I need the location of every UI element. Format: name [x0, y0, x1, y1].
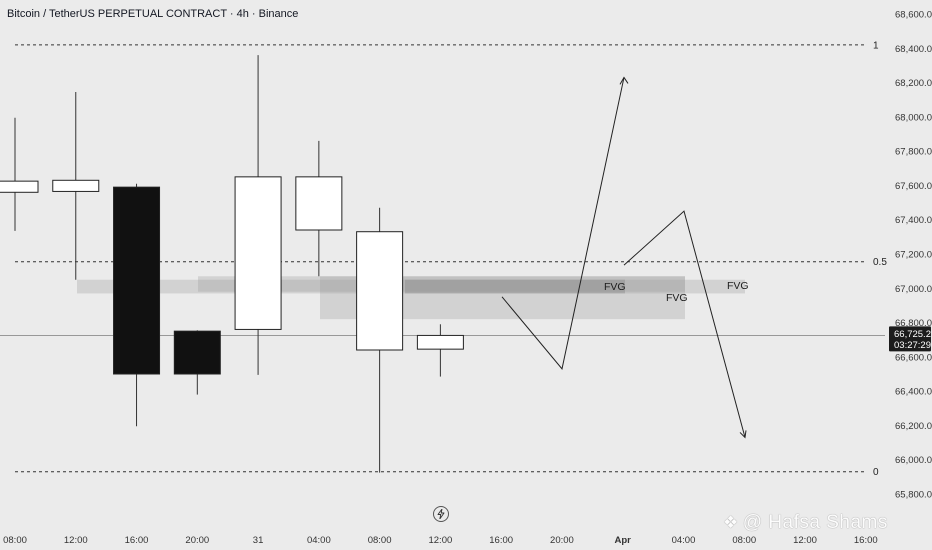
current-price-tag: 66,725.203:27:29 — [889, 326, 931, 352]
time-axis-label: 08:00 — [368, 535, 392, 546]
watermark-text: @ Hafsa Shams — [742, 512, 888, 533]
arrowhead-down — [739, 430, 747, 439]
price-axis-label: 68,000.0 — [895, 112, 932, 123]
scroll-to-realtime-button[interactable] — [433, 506, 449, 522]
candle-body[interactable] — [295, 176, 343, 231]
candle-body[interactable] — [173, 330, 221, 375]
time-axis-label: 08:00 — [732, 535, 756, 546]
fvg-zone-overlap — [405, 279, 625, 294]
time-axis-label: 12:00 — [64, 535, 88, 546]
current-price-value: 66,725.2 — [894, 329, 931, 340]
price-axis-label: 66,800.0 — [895, 318, 932, 329]
fvg-label: FVG — [666, 292, 688, 304]
price-axis-label: 66,200.0 — [895, 421, 932, 432]
time-axis-label: 20:00 — [550, 535, 574, 546]
arrowhead-up — [619, 76, 629, 85]
price-axis-label: 67,600.0 — [895, 181, 932, 192]
candle-body[interactable] — [113, 186, 161, 375]
watermark: ❖ @ Hafsa Shams — [723, 512, 888, 534]
time-axis-label: 31 — [253, 535, 264, 546]
price-axis-label: 66,600.0 — [895, 352, 932, 363]
time-axis-label: 12:00 — [428, 535, 452, 546]
price-axis-label: 67,400.0 — [895, 215, 932, 226]
fvg-label: FVG — [604, 281, 626, 293]
price-axis-label: 68,400.0 — [895, 44, 932, 55]
binance-square-logo-icon: ❖ — [723, 513, 739, 532]
fib-level-label: 1 — [873, 40, 879, 51]
candle-body[interactable] — [52, 179, 100, 192]
price-axis-label: 68,200.0 — [895, 78, 932, 89]
candle-body[interactable] — [416, 334, 464, 350]
fib-level-label: 0 — [873, 467, 879, 478]
time-axis-label: 04:00 — [307, 535, 331, 546]
lightning-icon — [437, 509, 445, 519]
candle-body[interactable] — [356, 231, 404, 351]
current-price-tag-bg — [889, 326, 931, 352]
price-axis-label: 67,800.0 — [895, 147, 932, 158]
price-axis-label: 66,000.0 — [895, 455, 932, 466]
axes-layer: 68,600.0 68,400.0 68,200.0 68,000.0 67,800.0… — [3, 10, 932, 547]
price-axis-label: 67,000.0 — [895, 284, 932, 295]
time-axis-label: 16:00 — [489, 535, 513, 546]
price-axis-label: 68,600.0 — [895, 10, 932, 21]
time-axis-label: 12:00 — [793, 535, 817, 546]
projection-path-down[interactable] — [623, 210, 746, 438]
price-axis-label: 66,400.0 — [895, 387, 932, 398]
candle-body[interactable] — [234, 176, 282, 330]
candles-layer — [0, 55, 464, 473]
time-axis-label: 04:00 — [672, 535, 696, 546]
time-axis-label: 16:00 — [125, 535, 149, 546]
fvg-zone — [198, 276, 685, 292]
countdown-timer: 03:27:29 — [894, 340, 931, 351]
candle-body[interactable] — [0, 180, 39, 193]
projection-drawings-layer — [501, 76, 747, 439]
price-axis-label: 65,800.0 — [895, 490, 932, 501]
fvg-label: FVG — [727, 280, 749, 292]
time-axis-label: 16:00 — [854, 535, 878, 546]
time-axis-label: 08:00 — [3, 535, 27, 546]
fvg-zones-layer: FVG FVG FVG — [77, 276, 749, 320]
time-axis-label: 20:00 — [185, 535, 209, 546]
price-axis-label: 67,200.0 — [895, 250, 932, 261]
time-axis-label: Apr — [615, 535, 632, 546]
chart-title: Bitcoin / TetherUS PERPETUAL CONTRACT · … — [7, 8, 299, 20]
projection-path-up[interactable] — [501, 77, 625, 370]
fib-level-label: 0.5 — [873, 257, 887, 268]
